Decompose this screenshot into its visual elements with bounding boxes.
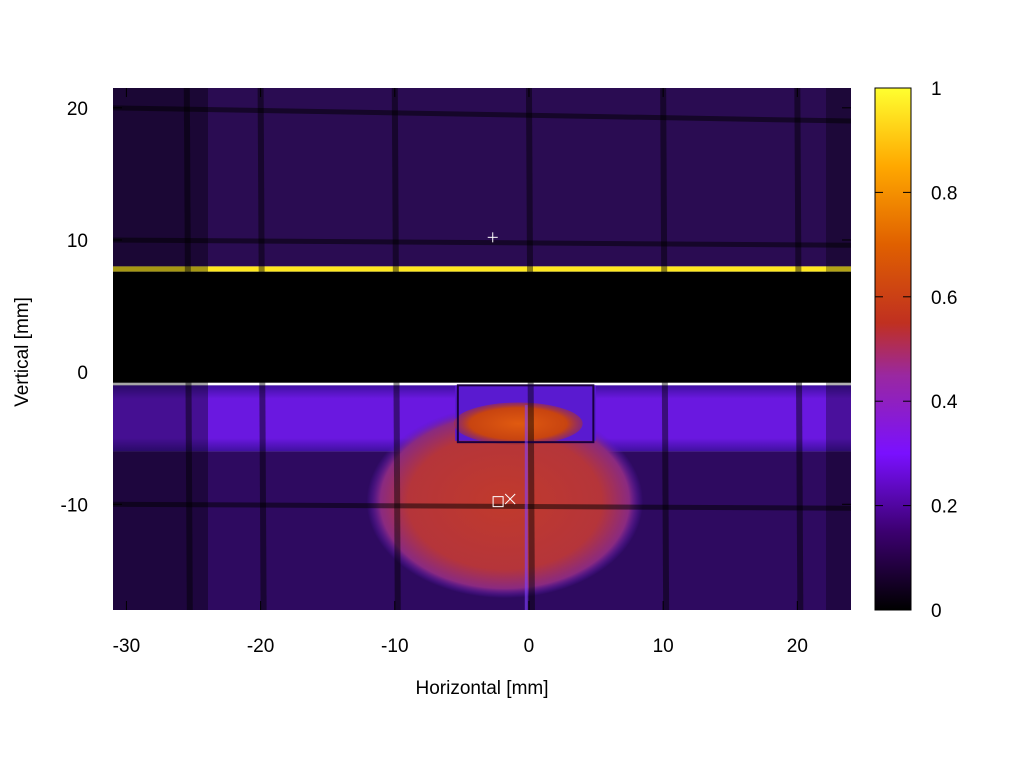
y-axis-label: Vertical [mm] xyxy=(12,297,33,407)
colorbar-tick-label: 0.4 xyxy=(931,392,958,413)
colorbar xyxy=(874,87,912,611)
colorbar-ticks: 0 0.2 0.4 0.6 0.8 1 xyxy=(875,79,958,622)
x-tick-label: 10 xyxy=(653,636,674,657)
y-tick-label: 10 xyxy=(67,231,88,252)
heatmap-region-upper-window-spot xyxy=(453,402,583,445)
y-tick-label: -10 xyxy=(61,495,88,516)
grid-shadows xyxy=(113,88,851,610)
grid-shadow-v-3 xyxy=(525,88,535,610)
grid-shadow-v-4 xyxy=(660,88,670,610)
grid-shadow-v-2 xyxy=(391,88,401,610)
colorbar-tick-label: 0.2 xyxy=(931,497,957,518)
grid-shadow-h-1 xyxy=(113,237,851,248)
grid-shadow-v-1 xyxy=(257,88,267,610)
heatmap-region-central-spot xyxy=(366,405,644,599)
marker-cross xyxy=(504,493,516,505)
x-axis-label: Horizontal [mm] xyxy=(415,678,548,699)
heatmap-region-dark-band xyxy=(113,271,851,383)
heatmap-left-shade xyxy=(113,88,208,610)
grid-shadow-h-0 xyxy=(113,105,851,124)
heatmap-image xyxy=(113,88,851,610)
x-tick-label: -30 xyxy=(113,636,140,657)
plot-markers xyxy=(487,232,516,508)
marker-cross-b xyxy=(504,493,516,505)
colorbar-tick-label: 0.8 xyxy=(931,183,957,204)
colorbar-tick-label: 0 xyxy=(931,601,942,622)
axes: -30 -20 -10 0 10 20 20 10 0 -10 xyxy=(61,88,851,657)
grid-shadow-v-0 xyxy=(183,88,193,610)
heatmap-region-bright-edge-line xyxy=(113,266,851,272)
x-tick-label: -10 xyxy=(381,636,408,657)
colorbar-tick-label: 0.6 xyxy=(931,288,957,309)
x-tick-label: -20 xyxy=(247,636,274,657)
y-tick-label: 0 xyxy=(77,363,88,384)
colorbar-tick-label: 1 xyxy=(931,79,942,100)
marker-plus xyxy=(487,232,498,243)
x-tick-label: 20 xyxy=(787,636,808,657)
heatmap-right-shade xyxy=(826,88,851,610)
grid-shadow-h-2 xyxy=(113,501,851,511)
grid-shadow-v-5 xyxy=(794,88,804,610)
marker-square xyxy=(492,496,504,508)
x-tick-label: 0 xyxy=(524,636,535,657)
y-tick-label: 20 xyxy=(67,99,88,120)
